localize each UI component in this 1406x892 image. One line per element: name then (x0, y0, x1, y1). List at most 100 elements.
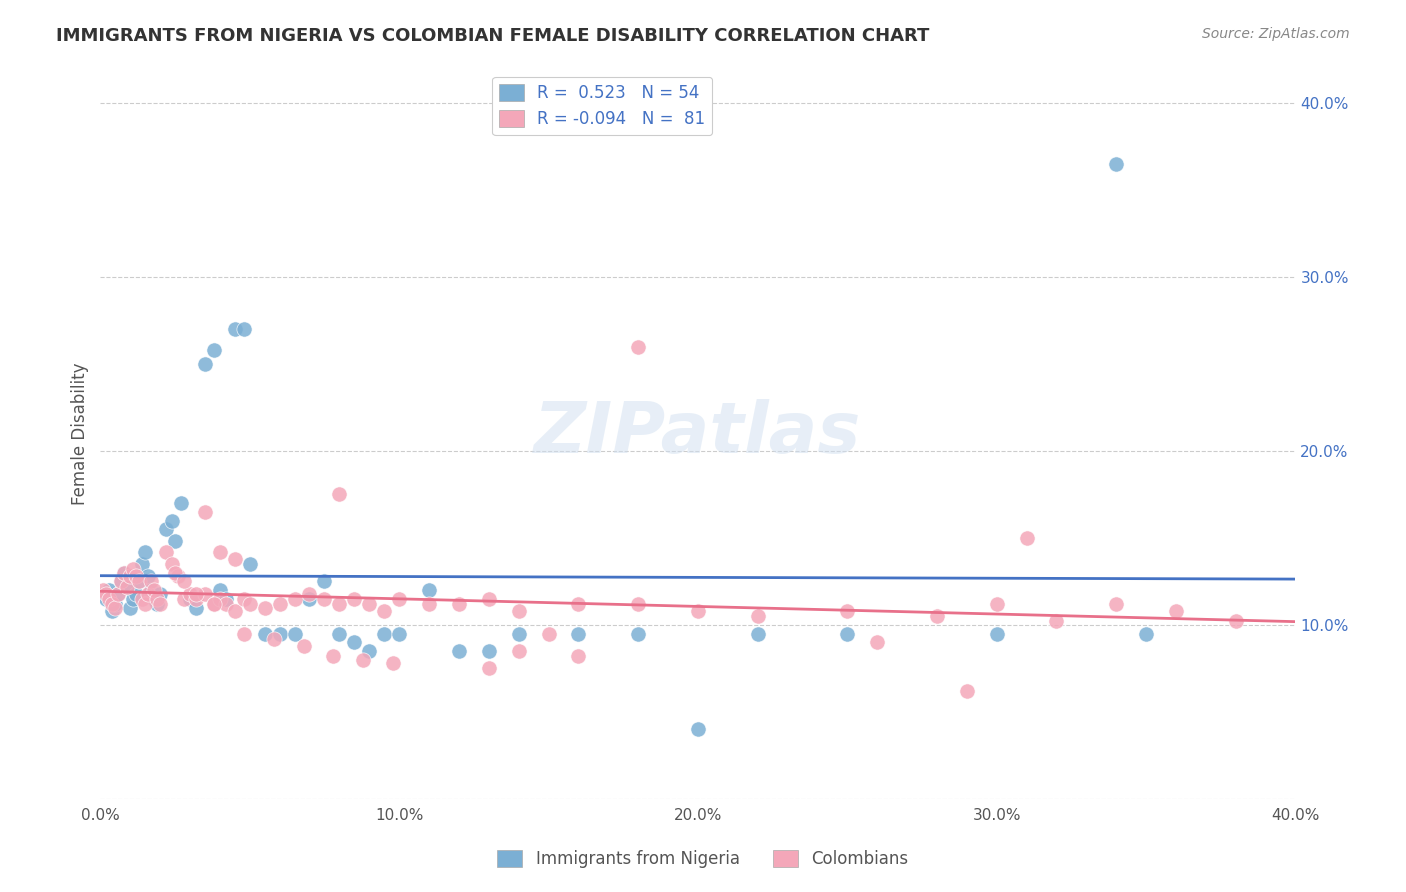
Point (194, 357, 217, 371)
Point (149, 586, 172, 600)
Point (343, 591, 366, 606)
Point (155, 545, 177, 559)
Point (627, 626, 650, 640)
Point (837, 626, 859, 640)
Point (96, 586, 118, 600)
Point (167, 569, 190, 583)
Point (1164, 604, 1187, 618)
Point (478, 644, 501, 658)
Point (134, 597, 156, 611)
Point (269, 597, 291, 611)
Point (298, 591, 321, 606)
Legend: Immigrants from Nigeria, Colombians: Immigrants from Nigeria, Colombians (491, 843, 915, 875)
Point (131, 557, 153, 571)
Point (194, 505, 217, 519)
Point (447, 644, 470, 658)
Point (110, 574, 132, 589)
Point (101, 604, 124, 618)
Point (131, 591, 153, 606)
Point (163, 566, 186, 580)
Point (478, 661, 501, 675)
Point (373, 626, 395, 640)
Point (120, 569, 142, 583)
Point (215, 597, 238, 611)
Point (232, 626, 254, 640)
Point (1105, 597, 1128, 611)
Point (139, 574, 162, 589)
Point (359, 644, 381, 658)
Point (239, 597, 262, 611)
Point (314, 574, 336, 589)
Point (986, 597, 1008, 611)
Point (104, 600, 127, 615)
Point (253, 600, 276, 615)
Point (179, 586, 201, 600)
Point (478, 591, 501, 606)
Point (122, 562, 145, 576)
Point (328, 487, 350, 501)
Point (184, 586, 207, 600)
Point (328, 597, 350, 611)
Point (184, 600, 207, 615)
Point (146, 597, 169, 611)
Point (136, 586, 159, 600)
Point (173, 591, 195, 606)
Point (104, 597, 127, 611)
Point (224, 551, 246, 566)
Point (1045, 615, 1067, 629)
Point (224, 604, 246, 618)
Point (1225, 615, 1247, 629)
Point (1015, 531, 1038, 545)
Point (508, 644, 530, 658)
Y-axis label: Female Disability: Female Disability (72, 362, 89, 505)
Point (283, 626, 305, 640)
Point (253, 626, 276, 640)
Point (283, 591, 305, 606)
Point (418, 583, 440, 598)
Point (179, 591, 201, 606)
Point (170, 496, 193, 510)
Point (388, 591, 411, 606)
Point (986, 626, 1008, 640)
Point (298, 586, 321, 600)
Point (232, 322, 254, 336)
Point (956, 684, 979, 698)
Text: IMMIGRANTS FROM NIGERIA VS COLOMBIAN FEMALE DISABILITY CORRELATION CHART: IMMIGRANTS FROM NIGERIA VS COLOMBIAN FEM… (56, 27, 929, 45)
Point (343, 635, 366, 649)
Point (508, 626, 530, 640)
Point (173, 574, 195, 589)
Point (120, 600, 142, 615)
Point (263, 632, 285, 646)
Point (115, 580, 138, 594)
Point (567, 649, 589, 664)
Point (322, 649, 344, 664)
Point (208, 545, 231, 559)
Point (107, 586, 129, 600)
Point (128, 574, 150, 589)
Point (96, 591, 118, 606)
Point (149, 597, 172, 611)
Point (686, 604, 709, 618)
Point (352, 653, 374, 667)
Point (418, 597, 440, 611)
Point (537, 626, 560, 640)
Point (747, 609, 769, 624)
Point (128, 574, 150, 589)
Point (447, 597, 470, 611)
Point (232, 591, 254, 606)
Point (1105, 157, 1128, 171)
Point (866, 635, 889, 649)
Point (184, 591, 207, 606)
Point (686, 723, 709, 737)
Point (139, 583, 162, 598)
Point (110, 574, 132, 589)
Point (112, 566, 135, 580)
Point (627, 340, 650, 354)
Point (567, 597, 589, 611)
Point (382, 656, 405, 670)
Point (208, 583, 231, 598)
Point (115, 580, 138, 594)
Point (224, 322, 246, 336)
Point (112, 566, 135, 580)
Point (202, 597, 225, 611)
